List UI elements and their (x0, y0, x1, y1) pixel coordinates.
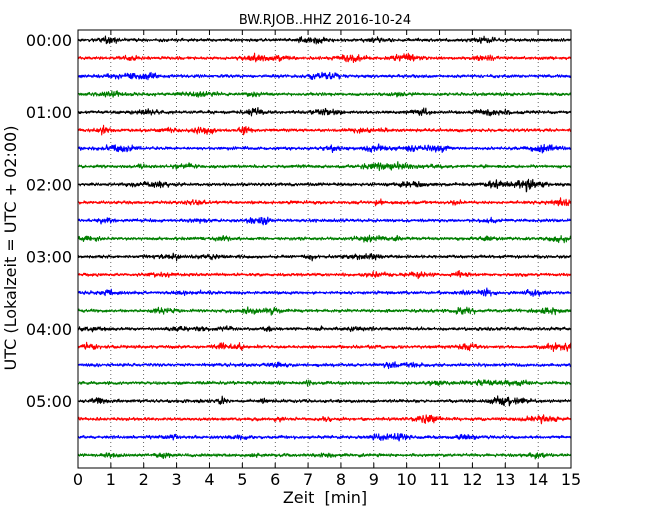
trace-4 (77, 107, 572, 117)
y-tick-label-2: 02:00 (26, 175, 72, 194)
y-tick-label-5: 05:00 (26, 392, 72, 411)
x-tick-label-8: 8 (336, 470, 346, 489)
trace-5 (77, 124, 572, 136)
x-tick-label-4: 4 (204, 470, 214, 489)
x-tick-label-3: 3 (172, 470, 182, 489)
x-tick-label-5: 5 (237, 470, 247, 489)
trace-9 (77, 197, 572, 207)
x-tick-label-1: 1 (106, 470, 116, 489)
y-axis-ticks: 00:00 01:00 02:00 03:00 04:00 05:00 (26, 31, 571, 411)
trace-7 (77, 161, 572, 172)
seismogram-traces (77, 35, 572, 460)
x-tick-label-12: 12 (462, 470, 482, 489)
trace-19 (77, 379, 572, 387)
trace-22 (77, 432, 572, 442)
trace-2 (77, 71, 572, 81)
y-tick-label-3: 03:00 (26, 248, 72, 267)
trace-13 (77, 270, 572, 280)
trace-6 (77, 143, 572, 154)
trace-3 (77, 90, 572, 98)
x-axis-ticks: 0 1 2 3 4 5 6 7 8 9 10 11 12 13 14 15 (73, 30, 581, 489)
y-tick-label-1: 01:00 (26, 103, 72, 122)
trace-12 (77, 252, 572, 262)
y-tick-label-0: 00:00 (26, 31, 72, 50)
x-tick-label-2: 2 (139, 470, 149, 489)
y-axis-label: UTC (Lokalzeit = UTC + 02:00) (1, 126, 20, 371)
x-tick-label-7: 7 (303, 470, 313, 489)
x-tick-label-10: 10 (396, 470, 416, 489)
trace-20 (77, 395, 572, 407)
chart-title: BW.RJOB..HHZ 2016-10-24 (239, 13, 411, 28)
trace-18 (77, 361, 572, 370)
x-axis-label: Zeit [min] (283, 488, 367, 507)
trace-23 (77, 452, 572, 460)
trace-17 (77, 341, 572, 352)
y-tick-label-4: 04:00 (26, 320, 72, 339)
plot-frame (77, 29, 572, 469)
x-tick-label-6: 6 (270, 470, 280, 489)
x-tick-label-14: 14 (528, 470, 548, 489)
x-tick-label-9: 9 (369, 470, 379, 489)
trace-16 (77, 325, 572, 333)
trace-8 (77, 178, 572, 193)
trace-15 (77, 306, 572, 316)
trace-11 (77, 234, 572, 244)
trace-10 (77, 216, 572, 226)
x-tick-label-13: 13 (495, 470, 515, 489)
trace-14 (77, 287, 572, 297)
x-tick-label-11: 11 (429, 470, 449, 489)
x-tick-label-15: 15 (561, 470, 581, 489)
trace-0 (77, 35, 572, 45)
trace-21 (77, 414, 572, 425)
trace-1 (77, 52, 572, 64)
x-tick-label-0: 0 (73, 470, 83, 489)
